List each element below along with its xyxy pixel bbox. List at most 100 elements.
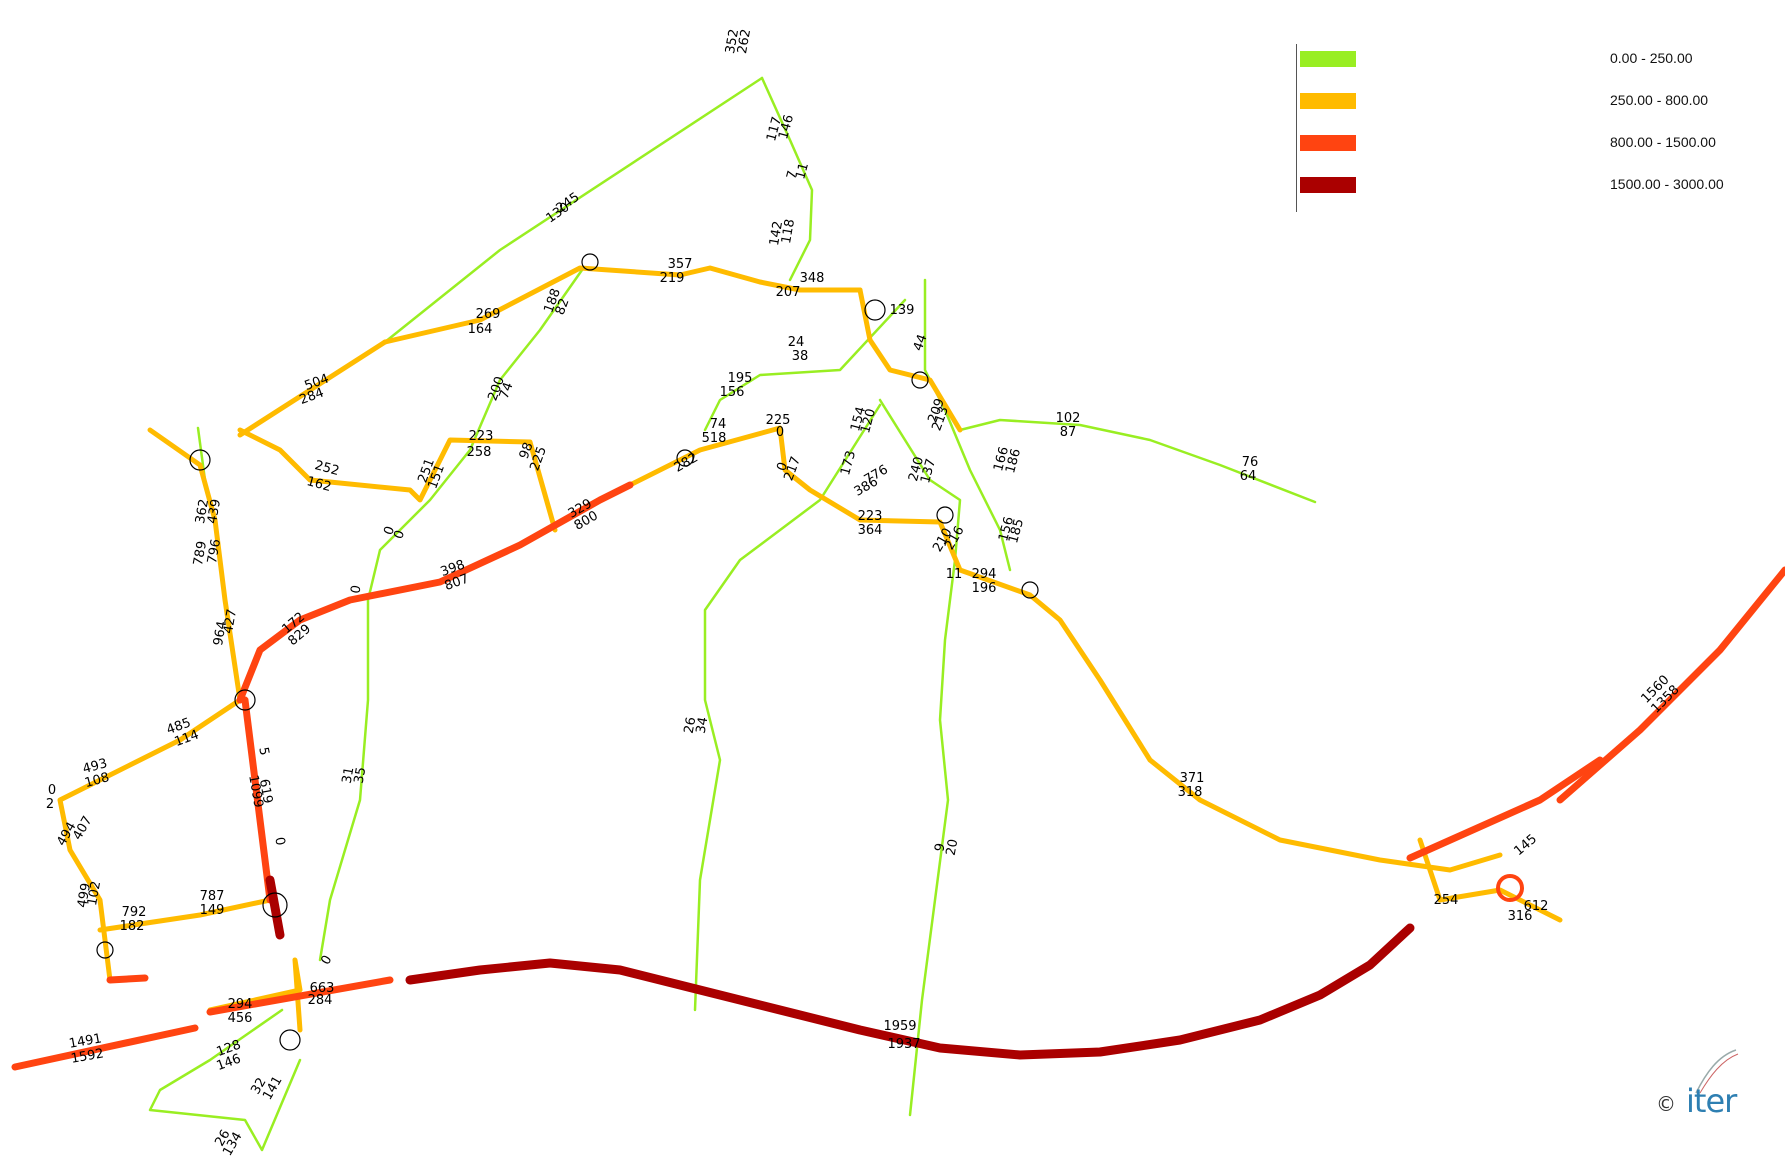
flow-count-label: 316	[1508, 909, 1533, 924]
flow-count-label: 269	[476, 307, 501, 322]
legend-range-label: 0.00 - 250.00	[1610, 50, 1693, 66]
road-south-west-vertical	[693, 403, 882, 1012]
road-south-central	[878, 398, 962, 1117]
flow-count-label: 262	[735, 28, 754, 55]
flow-count-label: 294	[972, 567, 997, 582]
flow-count-label: 0	[271, 836, 287, 847]
logo-swoosh-icon	[1695, 1049, 1739, 1094]
flow-count-label: 964	[211, 620, 230, 647]
junction-nodes	[96, 253, 1524, 1051]
motorway-west-junction	[206, 976, 394, 1016]
flow-count-label: 154	[848, 405, 869, 433]
flow-count-label: 185	[1006, 517, 1027, 545]
flow-count-label: 31	[340, 766, 358, 785]
flow-count-label: 5	[255, 746, 271, 757]
flow-count-label: 284	[298, 385, 326, 408]
copyright-logo: © iter	[1656, 1048, 1776, 1128]
legend-swatch	[1300, 93, 1356, 109]
flow-count-label: 146	[776, 113, 797, 141]
flow-count-label: 120	[858, 407, 879, 435]
flow-count-label: 318	[1178, 785, 1203, 800]
motorway-south-arc	[405, 923, 1415, 1060]
legend-range-label: 250.00 - 800.00	[1610, 92, 1709, 108]
flow-count-label: 137	[918, 457, 939, 485]
road-east-junction	[1417, 837, 1563, 923]
flow-count-label: 32	[248, 1075, 269, 1097]
flow-count-label: 117	[764, 115, 785, 143]
flow-count-label: 254	[1434, 893, 1459, 908]
flow-count-label: 87	[1060, 425, 1077, 440]
road-central-link	[703, 298, 907, 432]
road-west-vertical	[147, 427, 243, 703]
flow-count-label: 142	[767, 220, 786, 247]
road-east-arm	[958, 418, 1317, 504]
flow-count-label: 102	[85, 880, 104, 907]
flow-count-label: 0	[776, 425, 784, 440]
flow-count-label: 258	[467, 445, 492, 460]
legend-range-label: 800.00 - 1500.00	[1610, 134, 1716, 150]
flow-count-label: 1491	[68, 1031, 103, 1052]
flow-count-label: 141	[260, 1074, 285, 1103]
legend-axis	[1296, 44, 1297, 212]
flow-count-label: 352	[723, 28, 742, 55]
road-north-diagonal	[383, 76, 764, 344]
legend-range-label: 1500.00 - 3000.00	[1610, 176, 1724, 192]
flow-count-label: 82	[553, 296, 573, 317]
flow-count-label: 2	[46, 797, 54, 812]
flow-count-label: 164	[468, 322, 493, 337]
flow-count-label: 76	[1242, 455, 1259, 470]
flow-count-label: 38	[792, 349, 809, 364]
road-left-stub	[106, 974, 149, 984]
flow-count-label: 619	[256, 778, 275, 805]
flow-count-label: 196	[972, 581, 997, 596]
flow-count-label: 156	[720, 385, 745, 400]
flow-count-label: 182	[120, 919, 145, 934]
flow-count-label: 195	[728, 371, 753, 386]
flow-count-label: 792	[122, 905, 147, 920]
flow-count-label: 11	[946, 567, 963, 582]
roads-high-flow	[11, 481, 1785, 1071]
flow-count-label: 7	[784, 169, 801, 181]
legend-swatch	[1300, 177, 1356, 193]
flow-count-label: 357	[668, 257, 693, 272]
flow-count-label: 796	[205, 538, 224, 565]
legend-item-very-high: 1500.00 - 3000.00	[1296, 170, 1736, 210]
road-north-vertical	[760, 76, 814, 282]
flow-count-label: 149	[200, 903, 225, 918]
flow-count-label: 118	[779, 218, 798, 245]
flow-count-label: 35	[352, 766, 370, 785]
flow-count-label: 26	[682, 716, 700, 735]
flow-count-label: 156	[996, 515, 1017, 543]
flow-count-label: 362	[193, 498, 212, 525]
legend-item-high: 800.00 - 1500.00	[1296, 128, 1736, 168]
flow-count-label: 499	[75, 882, 94, 909]
flow-count-label: 1959	[883, 1019, 916, 1034]
legend-swatch	[1300, 135, 1356, 151]
flow-count-label: 98	[517, 440, 537, 461]
flow-count-label: 44	[911, 332, 931, 353]
road-central-west	[318, 268, 584, 962]
flow-count-label: 108	[83, 770, 111, 791]
flow-count-label: 284	[308, 993, 333, 1008]
flow-count-label: 139	[890, 303, 915, 318]
road-southwest-loop	[148, 1008, 302, 1152]
flow-count-label: 74	[710, 417, 727, 432]
legend: 0.00 - 250.00 250.00 - 800.00 800.00 - 1…	[1296, 44, 1736, 212]
brand-text: iter	[1686, 1082, 1737, 1120]
motorway-far-east	[1556, 566, 1785, 804]
flow-count-label: 26	[212, 1127, 233, 1149]
flow-count-label: 186	[1003, 447, 1024, 475]
flow-count-label: 24	[788, 335, 805, 350]
road-east-arc	[957, 567, 1503, 873]
flow-count-label: 9	[932, 842, 948, 853]
flow-count-label: 789	[191, 540, 210, 567]
flow-count-label: 371	[1180, 771, 1205, 786]
flow-count-label: 0	[318, 953, 335, 968]
motorway-east-segment	[1406, 756, 1604, 862]
flow-count-label: 11	[793, 161, 812, 181]
roads-very-high-flow	[265, 875, 1415, 1060]
flow-count-label: 1937	[887, 1037, 920, 1052]
flow-count-label: 456	[228, 1011, 253, 1026]
